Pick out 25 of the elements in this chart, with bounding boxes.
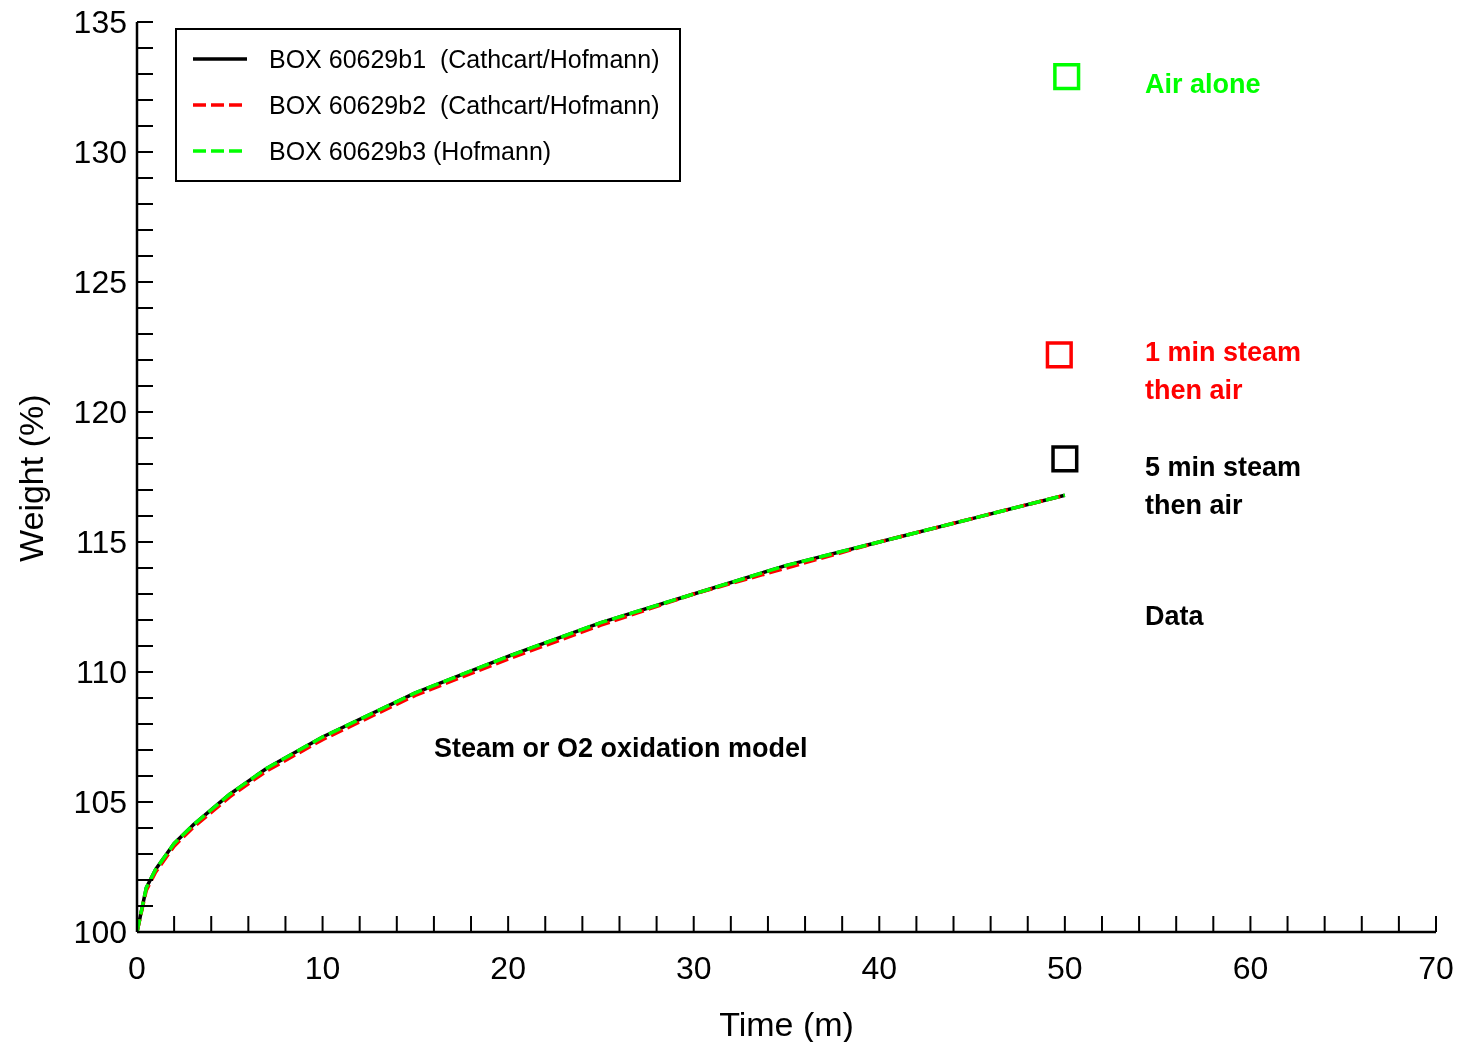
x-tick-label: 40: [861, 949, 898, 986]
x-tick-label: 20: [490, 949, 526, 986]
legend-label: BOX 60629b3 (Hofmann): [269, 136, 552, 166]
x-tick-label: 70: [1418, 949, 1454, 986]
y-tick-label: 130: [73, 134, 127, 171]
x-tick-label: 10: [304, 949, 341, 986]
y-axis-title: Weight (%): [12, 394, 51, 562]
annotation: Air alone: [1145, 69, 1261, 99]
y-tick-label: 115: [75, 524, 127, 561]
y-tick-label: 135: [73, 4, 127, 41]
y-tick-label: 100: [73, 914, 127, 951]
y-tick-label: 110: [75, 654, 127, 691]
x-tick-label: 0: [128, 949, 146, 986]
y-tick-label: 125: [73, 264, 127, 301]
annotation: Data: [1145, 601, 1205, 631]
x-tick-label: 50: [1047, 949, 1083, 986]
x-tick-label: 30: [675, 949, 712, 986]
annotation: Steam or O2 oxidation model: [434, 733, 808, 763]
y-tick-label: 120: [73, 394, 127, 431]
legend-label: BOX 60629b2 (Cathcart/Hofmann): [269, 90, 660, 120]
y-tick-label: 105: [73, 784, 127, 821]
annotation: 1 min steam then air: [1145, 337, 1302, 405]
annotation: 5 min steam then air: [1145, 452, 1302, 520]
x-tick-label: 60: [1232, 949, 1269, 986]
legend-label: BOX 60629b1 (Cathcart/Hofmann): [269, 44, 660, 74]
